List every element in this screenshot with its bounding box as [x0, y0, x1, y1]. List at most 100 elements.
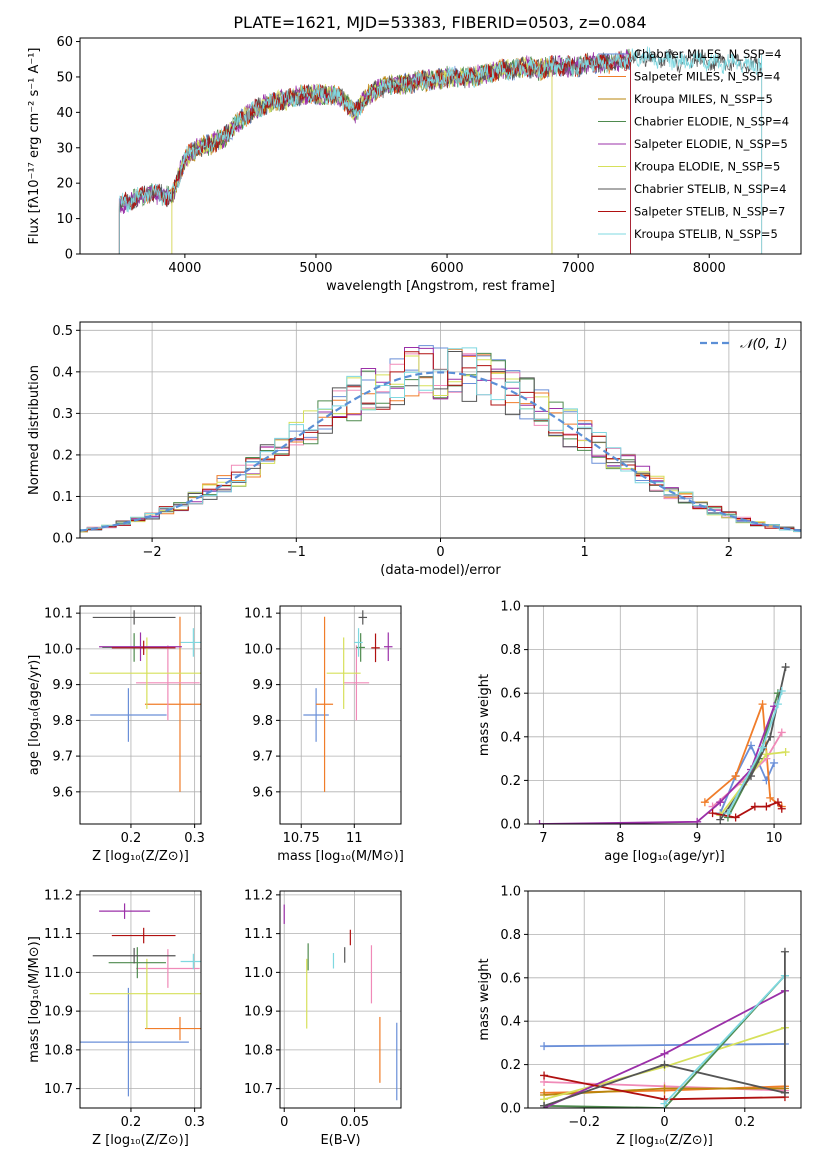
- legend-entry-5: Kroupa ELODIE, N_SSP=5: [634, 160, 780, 174]
- legend-entry-4: Salpeter ELODIE, N_SSP=5: [634, 137, 788, 151]
- weight-marker-8-2: [773, 700, 782, 709]
- weight-line-5: [544, 974, 786, 1108]
- x-tick-label: 0: [660, 1115, 668, 1130]
- x-tick-label: 8: [616, 831, 624, 846]
- x-tick-label: 9: [693, 831, 701, 846]
- y-tick-label: 0.2: [500, 774, 521, 789]
- legend-entry-7: Salpeter STELIB, N_SSP=7: [634, 205, 785, 219]
- x-tick-label: −2: [143, 545, 162, 560]
- spectrum-line-2: [171, 57, 553, 254]
- weight-marker-5-1: [693, 817, 702, 824]
- plot-area: [80, 903, 201, 1097]
- weight-line-0: [544, 1043, 785, 1048]
- legend-entry-8: Kroupa STELIB, N_SSP=5: [634, 227, 778, 241]
- weight-line-9: [663, 974, 786, 1105]
- weight-marker-5-0: [535, 820, 544, 824]
- plot-area: [118, 46, 763, 254]
- panel-weight-vs-age: 7 8 9 10 0.0 0.2 0.4 0.6 0.8 1.0 age [log₁₀(age/yr…: [477, 600, 802, 864]
- weight-marker-2-3: [777, 728, 786, 737]
- panel-age-vs-Z: 0.2 0.3 9.6 9.7 9.8 9.9 10.0 10.1 Z [log₁₀(Z/Z⊙)…: [27, 605, 205, 864]
- weight-line-8: [727, 690, 783, 814]
- y-tick-label: 11.1: [44, 927, 73, 942]
- x-tick-label: 10: [766, 831, 783, 846]
- y-tick-label: 10.1: [44, 607, 73, 622]
- y-tick-label: 0.6: [500, 687, 521, 702]
- weight-marker-6-4: [773, 798, 782, 807]
- y-tick-label: 30: [56, 141, 73, 156]
- y-tick-label: 10.7: [244, 1082, 273, 1097]
- x-tick-label: 0.3: [184, 831, 205, 846]
- panel-spectrum: Chabrier MILES, N_SSP=4 Salpeter MILES, N…: [27, 35, 802, 294]
- histogram-5: [80, 355, 801, 533]
- x-tick-label: 0.3: [184, 1115, 205, 1130]
- weight-marker-8-0: [723, 809, 732, 818]
- x-tick-label: 11: [346, 831, 363, 846]
- y-tick-label: 10.0: [44, 642, 73, 657]
- weight-marker-10-0: [780, 1088, 789, 1097]
- x-axis-label: Z [log₁₀(Z/Z⊙)]: [92, 1133, 189, 1148]
- weight-marker-8-0: [540, 1101, 549, 1108]
- y-axis-label: mass [log₁₀(M/M⊙)]: [27, 936, 42, 1063]
- x-tick-label: 0.05: [340, 1115, 369, 1130]
- histogram-0: [80, 345, 801, 532]
- x-axis-label: age [log₁₀(age/yr)]: [604, 849, 725, 864]
- y-tick-label: 0.6: [500, 971, 521, 986]
- y-tick-label: 10.9: [44, 1005, 73, 1020]
- plot-area: [80, 345, 801, 533]
- y-tick-label: 1.0: [500, 600, 521, 615]
- y-tick-label: 9.7: [52, 750, 73, 765]
- plot-area: [540, 947, 789, 1108]
- panel-mass-vs-Z: 0.2 0.3 10.7 10.8 10.9 11.0 11.1 11.2 Z [log₁₀(Z…: [27, 888, 205, 1148]
- weight-marker-0-0: [540, 1042, 549, 1051]
- y-tick-label: 9.9: [252, 678, 273, 693]
- axes-frame: [527, 605, 802, 825]
- axes-frame: [279, 890, 402, 1109]
- y-tick-label: 0.5: [52, 324, 73, 339]
- weight-marker-8-1: [758, 743, 767, 752]
- plot-area: [535, 663, 790, 824]
- y-tick-label: 0: [65, 248, 73, 263]
- x-tick-label: 0.2: [121, 1115, 142, 1130]
- y-tick-label: 0.0: [500, 1102, 521, 1117]
- legend-entry-6: Chabrier STELIB, N_SSP=4: [634, 182, 786, 196]
- y-tick-label: 0.4: [500, 730, 521, 745]
- weight-marker-0-4: [770, 758, 779, 767]
- y-tick-label: 0.0: [52, 532, 73, 547]
- y-tick-label: 0.3: [52, 407, 73, 422]
- weight-marker-1-0: [700, 798, 709, 807]
- weight-marker-6-0: [708, 809, 717, 818]
- y-tick-label: 11.2: [44, 888, 73, 903]
- y-tick-label: 0.8: [500, 928, 521, 943]
- weight-marker-6-1: [731, 813, 740, 822]
- x-tick-label: 7: [539, 831, 547, 846]
- axes-frame: [79, 890, 202, 1109]
- x-tick-label: 8000: [693, 261, 726, 276]
- y-tick-label: 9.7: [252, 750, 273, 765]
- legend-entry-3: Chabrier ELODIE, N_SSP=4: [634, 115, 789, 129]
- y-tick-label: 10.8: [44, 1043, 73, 1058]
- weight-marker-3-1: [660, 1084, 669, 1093]
- y-tick-label: 50: [56, 70, 73, 85]
- x-tick-label: 0.2: [121, 831, 142, 846]
- x-tick-label: 0.2: [734, 1115, 755, 1130]
- y-tick-label: 0.2: [52, 448, 73, 463]
- y-tick-label: 9.6: [252, 785, 273, 800]
- y-tick-label: 10: [56, 212, 73, 227]
- y-axis-label: age [log₁₀(age/yr)]: [27, 655, 42, 776]
- y-tick-label: 0.0: [500, 818, 521, 833]
- y-tick-label: 11.0: [244, 966, 273, 981]
- y-axis-label: mass weight: [477, 674, 492, 756]
- y-tick-label: 9.9: [52, 678, 73, 693]
- plot-area: [303, 610, 393, 792]
- spectrum-line-8: [118, 46, 763, 254]
- y-axis-label: Flux [fλ10⁻¹⁷ erg cm⁻² s⁻¹ A⁻¹]: [27, 48, 42, 245]
- x-tick-label: −0.2: [568, 1115, 600, 1130]
- x-axis-label: Z [log₁₀(Z/Z⊙)]: [616, 1133, 713, 1148]
- y-tick-label: 0.4: [500, 1015, 521, 1030]
- y-tick-label: 9.6: [52, 785, 73, 800]
- x-tick-label: 4000: [168, 261, 201, 276]
- plot-area: [89, 610, 201, 792]
- weight-marker-1-2: [758, 700, 767, 709]
- y-tick-label: 0.4: [52, 365, 73, 380]
